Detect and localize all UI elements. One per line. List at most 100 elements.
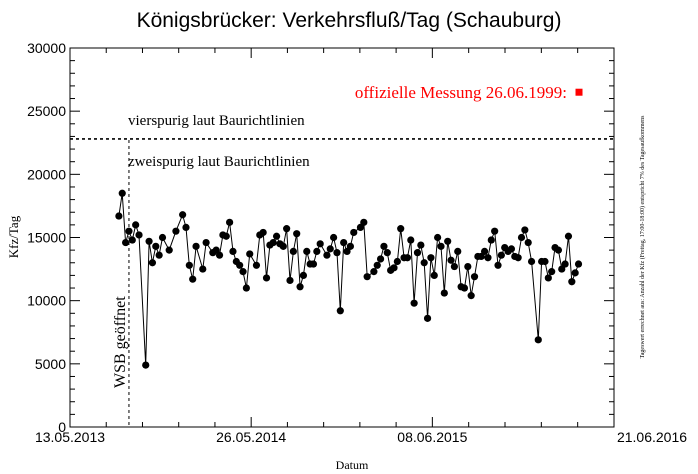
data-point	[236, 261, 244, 269]
data-point	[437, 242, 445, 250]
data-point	[148, 259, 157, 267]
data-point	[494, 261, 502, 269]
data-point	[309, 260, 318, 268]
data-point	[259, 228, 267, 237]
data-point	[343, 247, 351, 255]
data-point	[293, 230, 301, 238]
data-point	[558, 265, 566, 273]
data-point	[165, 246, 173, 254]
data-point	[407, 236, 415, 244]
data-point	[527, 257, 536, 266]
data-point	[330, 233, 338, 242]
data-point	[561, 260, 569, 268]
data-point	[383, 249, 391, 257]
data-point	[541, 257, 549, 266]
data-point	[313, 247, 321, 255]
data-point	[283, 225, 291, 233]
side-note: Tageswert errechnet aus: Anzahl der Kfz …	[639, 115, 646, 359]
official-measurement-marker	[575, 88, 583, 96]
data-point	[202, 238, 210, 247]
data-point	[444, 237, 452, 245]
series-layer	[115, 189, 583, 369]
data-point	[199, 265, 207, 273]
data-point	[215, 251, 224, 259]
data-point	[152, 242, 160, 250]
data-point	[252, 261, 261, 269]
data-point	[434, 233, 442, 242]
data-point	[390, 264, 398, 272]
data-point	[350, 228, 358, 237]
data-point	[467, 292, 475, 300]
data-point	[373, 261, 381, 269]
series-line	[118, 193, 579, 366]
data-point	[145, 237, 153, 245]
data-point	[470, 273, 479, 281]
data-point	[534, 336, 542, 344]
data-point	[521, 226, 529, 234]
data-point	[303, 247, 311, 255]
data-point	[269, 238, 277, 247]
annotation-zweispurig: zweispurig laut Baurichtlinien	[128, 154, 310, 170]
data-point	[121, 238, 130, 247]
data-point	[380, 242, 388, 250]
data-point	[360, 218, 368, 226]
data-point	[118, 189, 126, 197]
x-axis: 13.05.2013 26.05.2014 08.06.2015 21.06.2016	[35, 48, 687, 445]
data-point	[179, 211, 187, 219]
data-point	[571, 269, 579, 277]
data-point	[189, 275, 197, 283]
chart-title: Königsbrücker: Verkehrsfluß/Tag (Schaubu…	[137, 9, 562, 32]
data-point	[222, 232, 230, 240]
data-point	[413, 249, 422, 257]
data-point	[128, 236, 136, 244]
data-point	[403, 254, 412, 262]
data-point	[574, 260, 583, 268]
data-point	[507, 245, 516, 253]
data-point	[182, 223, 190, 231]
data-point	[316, 240, 324, 248]
data-point	[272, 232, 281, 240]
data-point	[491, 227, 499, 235]
data-point	[460, 284, 469, 292]
data-point	[393, 257, 401, 266]
x-tick-label: 21.06.2016	[617, 429, 687, 445]
data-point	[239, 268, 247, 276]
data-point	[514, 254, 522, 262]
y-axis: 0 5000 10000 15000 20000 25000 30000	[27, 40, 614, 435]
data-point	[440, 289, 448, 297]
data-point	[564, 232, 573, 240]
data-point	[125, 227, 133, 235]
data-point	[454, 247, 462, 255]
y-tick-label: 0	[58, 419, 66, 435]
data-point	[185, 261, 193, 269]
official-measurement-label: offizielle Messung 26.06.1999:	[355, 83, 567, 102]
y-tick-label: 10000	[27, 293, 66, 309]
data-point	[417, 241, 425, 249]
event-label: WSB geöffnet	[112, 296, 129, 388]
data-point	[336, 307, 344, 315]
data-point	[370, 268, 378, 276]
data-point	[464, 262, 472, 271]
data-point	[132, 221, 140, 229]
data-point	[397, 225, 405, 233]
data-point	[517, 233, 526, 242]
y-axis-label: Kfz/Tag	[6, 215, 21, 258]
data-point	[346, 242, 354, 250]
data-point	[497, 251, 505, 259]
y-tick-label: 15000	[27, 230, 66, 246]
data-point	[212, 246, 220, 254]
data-point	[423, 314, 432, 322]
data-point	[115, 212, 123, 220]
data-point	[155, 251, 163, 259]
data-point	[279, 242, 287, 250]
data-point	[447, 256, 455, 264]
x-tick-label: 13.05.2013	[35, 429, 105, 445]
data-point	[410, 299, 418, 307]
data-point	[289, 247, 297, 255]
data-point	[135, 231, 143, 239]
data-point	[158, 233, 167, 242]
data-point	[299, 271, 308, 279]
data-point	[427, 254, 435, 262]
data-point	[376, 255, 385, 263]
data-point	[246, 250, 254, 258]
